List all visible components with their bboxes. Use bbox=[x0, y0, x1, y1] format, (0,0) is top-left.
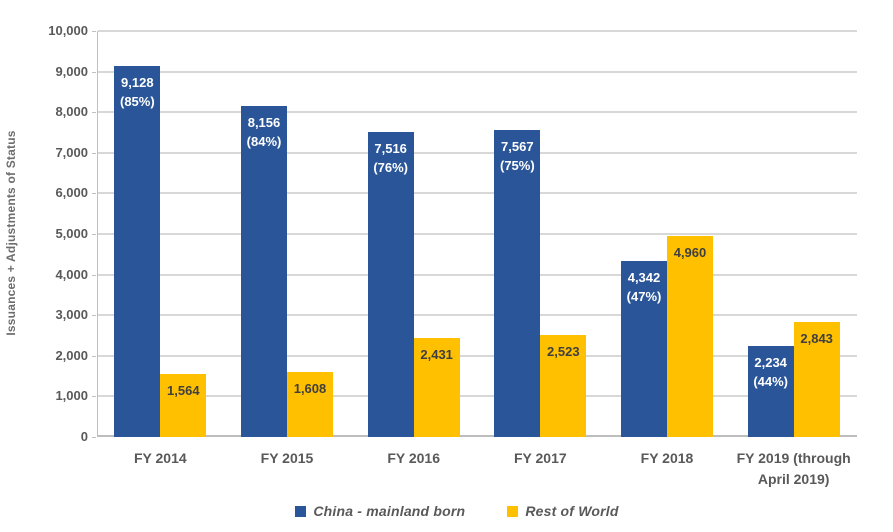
x-axis-tick-label: FY 2016 bbox=[387, 450, 440, 466]
legend-label: Rest of World bbox=[525, 503, 619, 519]
y-axis-tick-label: 4,000 bbox=[55, 266, 88, 282]
bar-data-label: 1,564 bbox=[167, 383, 200, 398]
gridline bbox=[98, 111, 857, 114]
bar-china-fy-2019-through-april-2019-: 2,234 (44%) bbox=[747, 346, 794, 437]
gridline bbox=[98, 70, 857, 73]
gridline bbox=[98, 354, 857, 357]
y-axis-tick-label: 6,000 bbox=[55, 185, 88, 201]
y-axis-tick-mark bbox=[92, 275, 96, 276]
y-axis-tick-mark bbox=[92, 356, 96, 357]
legend-label: China - mainland born bbox=[313, 503, 466, 519]
y-axis-tick-label: 9,000 bbox=[55, 63, 88, 79]
x-axis-tick-label: FY 2017 bbox=[513, 450, 567, 466]
bar-data-label: 7,567 (75%) bbox=[499, 139, 535, 173]
gridline bbox=[98, 30, 857, 32]
bar-china-fy-2018: 4,342 (47%) bbox=[621, 261, 667, 437]
bar-data-label: 2,523 bbox=[547, 344, 580, 359]
x-axis-tick-label: FY 2014 bbox=[133, 450, 187, 466]
gridline bbox=[98, 314, 857, 317]
y-axis-tick-mark bbox=[92, 234, 96, 235]
gridline bbox=[98, 395, 857, 398]
y-axis-tick-label: 0 bbox=[80, 429, 88, 444]
bar-data-label: 4,342 (47%) bbox=[626, 270, 662, 304]
bar-data-label: 4,960 bbox=[673, 245, 707, 260]
y-axis-tick-mark bbox=[92, 72, 96, 73]
y-axis-tick-label: 2,000 bbox=[55, 347, 88, 363]
legend-swatch-icon bbox=[295, 505, 307, 517]
bar-rest-of-world-fy-2019-through-april-2019-: 2,843 bbox=[793, 322, 840, 437]
bar-china-fy-2016: 7,516 (76%) bbox=[367, 132, 414, 437]
x-axis-tick-label: FY 2019 (through April 2019) bbox=[736, 450, 851, 487]
bar-data-label: 2,843 bbox=[800, 331, 833, 346]
y-axis-tick-label: 10,000 bbox=[48, 23, 88, 38]
legend: China - mainland born Rest of World bbox=[97, 503, 817, 519]
y-axis-tick-mark bbox=[92, 153, 96, 154]
y-axis-tick-mark bbox=[92, 315, 96, 316]
bar-data-label: 1,608 bbox=[293, 381, 327, 396]
legend-item-rest-of-world: Rest of World bbox=[507, 503, 618, 519]
y-axis-tick-mark bbox=[92, 193, 96, 194]
y-axis-title: Issuances + Adjustments of Status bbox=[4, 130, 18, 336]
bar-rest-of-world-fy-2016: 2,431 bbox=[413, 338, 460, 437]
legend-swatch-icon bbox=[507, 505, 519, 517]
legend-item-china-mainland-born: China - mainland born bbox=[295, 503, 465, 519]
y-axis-tick-mark bbox=[92, 437, 96, 438]
bar-china-fy-2015: 8,156 (84%) bbox=[241, 106, 287, 437]
bar-rest-of-world-fy-2015: 1,608 bbox=[287, 372, 333, 437]
bar-rest-of-world-fy-2014: 1,564 bbox=[160, 374, 207, 437]
plot-area bbox=[97, 30, 857, 437]
bar-data-label: 7,516 (76%) bbox=[373, 141, 408, 175]
gridline bbox=[98, 192, 857, 195]
bar-data-label: 9,128 (85%) bbox=[119, 75, 155, 109]
gridline bbox=[98, 151, 857, 154]
y-axis-tick-label: 1,000 bbox=[55, 388, 88, 404]
bar-china-fy-2014: 9,128 (85%) bbox=[114, 66, 161, 437]
bar-china-fy-2017: 7,567 (75%) bbox=[494, 130, 541, 437]
y-axis-tick-label: 8,000 bbox=[55, 104, 88, 120]
y-axis-tick-label: 7,000 bbox=[55, 144, 88, 160]
y-axis-tick-mark bbox=[92, 112, 96, 113]
bar-rest-of-world-fy-2018: 4,960 bbox=[667, 236, 713, 437]
y-axis-tick-mark bbox=[92, 396, 96, 397]
x-axis-tick-label: FY 2015 bbox=[260, 450, 314, 466]
bar-data-label: 2,431 bbox=[420, 347, 453, 362]
bar-data-label: 2,234 (44%) bbox=[753, 355, 788, 389]
gridline bbox=[98, 233, 857, 235]
bar-data-label: 8,156 (84%) bbox=[246, 115, 282, 149]
y-axis-tick-label: 5,000 bbox=[55, 226, 88, 241]
y-axis-tick-label: 3,000 bbox=[55, 307, 88, 323]
x-axis-tick-label: FY 2018 bbox=[640, 450, 694, 466]
gridline bbox=[98, 273, 857, 276]
y-axis-tick-mark bbox=[92, 31, 96, 32]
bar-rest-of-world-fy-2017: 2,523 bbox=[540, 335, 587, 437]
